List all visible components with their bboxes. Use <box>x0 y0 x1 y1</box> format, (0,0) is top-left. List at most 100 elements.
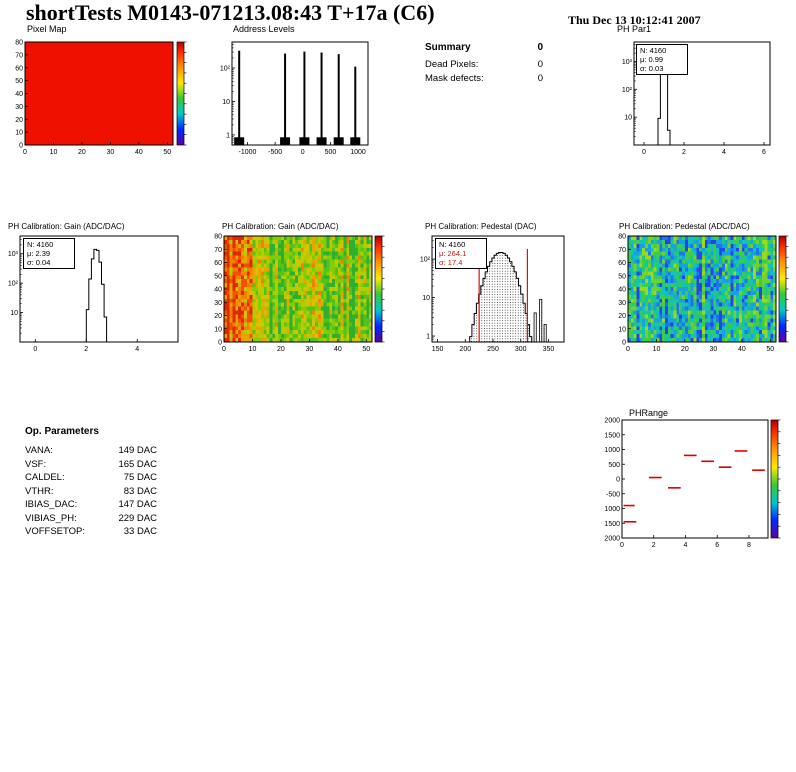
svg-text:10: 10 <box>249 346 257 353</box>
op-param-value: 75 DAC <box>123 472 157 483</box>
op-param-label: CALDEL: <box>25 472 65 483</box>
svg-text:80: 80 <box>618 234 626 241</box>
op-param-value: 229 DAC <box>118 512 157 524</box>
svg-text:30: 30 <box>214 300 222 307</box>
op-param-value: 83 DAC <box>123 485 157 497</box>
svg-text:70: 70 <box>15 52 23 59</box>
svg-text:40: 40 <box>15 91 23 98</box>
svg-text:30: 30 <box>709 346 717 353</box>
svg-text:-500: -500 <box>268 149 282 156</box>
svg-text:10²: 10² <box>622 87 633 94</box>
svg-text:80: 80 <box>214 234 222 241</box>
svg-text:80: 80 <box>15 40 23 47</box>
svg-text:0: 0 <box>19 143 23 150</box>
svg-text:20: 20 <box>618 313 626 320</box>
pedestal-hist-stats: N: 4160 μ: 264.1 σ: 17.4 <box>435 238 487 269</box>
pedestal-hist-title: PH Calibration: Pedestal (DAC) <box>425 222 537 231</box>
svg-text:0: 0 <box>33 346 37 353</box>
svg-text:0: 0 <box>301 149 305 156</box>
summary-heading-value: 0 <box>537 42 543 53</box>
svg-text:0: 0 <box>626 346 630 353</box>
chart-pixel_map: 0 10 20 30 40 50 0 10 20 30 40 50 60 70 80 <box>15 40 187 156</box>
chart-gain_map: 0 10 20 30 40 50 0 10 20 30 40 50 60 70 80 <box>214 234 385 353</box>
stats-line: N: 4160 <box>640 46 667 55</box>
op-param-value: 147 DAC <box>118 499 157 510</box>
timestamp: Thu Dec 13 10:12:41 2007 <box>568 13 701 27</box>
svg-text:40: 40 <box>618 287 626 294</box>
svg-text:0: 0 <box>622 340 626 347</box>
svg-text:0: 0 <box>23 149 27 156</box>
op-param-value: 33 DAC <box>123 526 157 537</box>
svg-text:250: 250 <box>487 346 499 353</box>
svg-text:500: 500 <box>608 462 620 469</box>
svg-text:50: 50 <box>15 78 23 85</box>
svg-text:2000: 2000 <box>604 418 620 425</box>
svg-text:10: 10 <box>618 326 626 333</box>
svg-text:10²: 10² <box>8 281 19 288</box>
svg-text:4: 4 <box>135 346 139 353</box>
svg-text:60: 60 <box>15 65 23 72</box>
svg-text:20: 20 <box>214 313 222 320</box>
svg-text:150: 150 <box>432 346 444 353</box>
chart-gain_hist: 0 2 4 10 10² 10³ <box>8 235 179 353</box>
svg-text:70: 70 <box>618 247 626 254</box>
ph-range-title: PHRange <box>629 408 669 418</box>
op-param-row: CALDEL: 75 DAC <box>25 471 157 485</box>
svg-text:-500: -500 <box>606 491 620 498</box>
ph-par1-title: PH Par1 <box>617 24 652 34</box>
svg-text:4: 4 <box>722 149 726 156</box>
svg-text:0: 0 <box>616 477 620 484</box>
chart-ph_par1: 0 2 4 6 10 10² 10³ <box>622 41 771 156</box>
gain-hist-stats: N: 4160 μ: 2.39 σ: 0.04 <box>23 238 75 269</box>
svg-text:10: 10 <box>624 115 632 122</box>
svg-text:20: 20 <box>277 346 285 353</box>
chart-address_levels: -1000 -500 0 500 1000 1 10 10² <box>220 41 369 156</box>
svg-text:1500: 1500 <box>604 432 620 439</box>
svg-text:1000: 1000 <box>350 149 366 156</box>
op-param-label: VTHR: <box>25 485 54 497</box>
svg-text:2: 2 <box>652 542 656 549</box>
op-param-label: IBIAS_DAC: <box>25 499 78 510</box>
stats-line: μ: 0.99 <box>640 55 664 64</box>
svg-text:20: 20 <box>15 117 23 124</box>
svg-text:1000: 1000 <box>604 506 620 513</box>
svg-text:1500: 1500 <box>604 521 620 528</box>
svg-text:10: 10 <box>222 99 230 106</box>
op-param-row: VOFFSETOP: 33 DAC <box>25 525 157 539</box>
summary-row-label: Mask defects: <box>425 73 484 84</box>
svg-text:50: 50 <box>214 273 222 280</box>
svg-text:30: 30 <box>305 346 313 353</box>
op-parameters-panel: Op. Parameters VANA: 149 DAC VSF: 165 DAC CA… <box>25 426 157 539</box>
svg-text:50: 50 <box>362 346 370 353</box>
svg-text:30: 30 <box>618 300 626 307</box>
svg-text:40: 40 <box>334 346 342 353</box>
op-param-label: VOFFSETOP: <box>25 526 86 537</box>
svg-text:10: 10 <box>15 130 23 137</box>
svg-text:6: 6 <box>762 149 766 156</box>
svg-text:10: 10 <box>214 326 222 333</box>
ph-par1-stats: N: 4160 μ: 0.99 σ: 0.03 <box>636 44 688 75</box>
svg-text:10: 10 <box>50 149 58 156</box>
op-param-label: VANA: <box>25 445 53 456</box>
address-levels-title: Address Levels <box>233 24 295 34</box>
op-parameters-rows: VANA: 149 DAC VSF: 165 DAC CALDEL: 75 DAC VTHR… <box>25 444 157 539</box>
pixel-map-title: Pixel Map <box>27 24 67 34</box>
svg-text:30: 30 <box>106 149 114 156</box>
svg-text:40: 40 <box>135 149 143 156</box>
svg-text:1: 1 <box>226 132 230 139</box>
page-title: shortTests M0143-071213.08:43 T+17a (C6) <box>26 0 435 25</box>
summary-heading: Summary <box>425 42 471 53</box>
svg-text:2: 2 <box>84 346 88 353</box>
op-param-label: VIBIAS_PH: <box>25 512 77 524</box>
svg-text:10: 10 <box>653 346 661 353</box>
svg-text:10: 10 <box>422 295 430 302</box>
op-param-row: VANA: 149 DAC <box>25 444 157 458</box>
summary-row-label: Dead Pixels: <box>425 59 479 70</box>
svg-text:500: 500 <box>325 149 337 156</box>
svg-text:300: 300 <box>515 346 527 353</box>
svg-text:10³: 10³ <box>8 251 19 258</box>
summary-panel: Summary 0 Dead Pixels: 0 Mask defects: 0 <box>425 42 543 86</box>
svg-text:6: 6 <box>715 542 719 549</box>
